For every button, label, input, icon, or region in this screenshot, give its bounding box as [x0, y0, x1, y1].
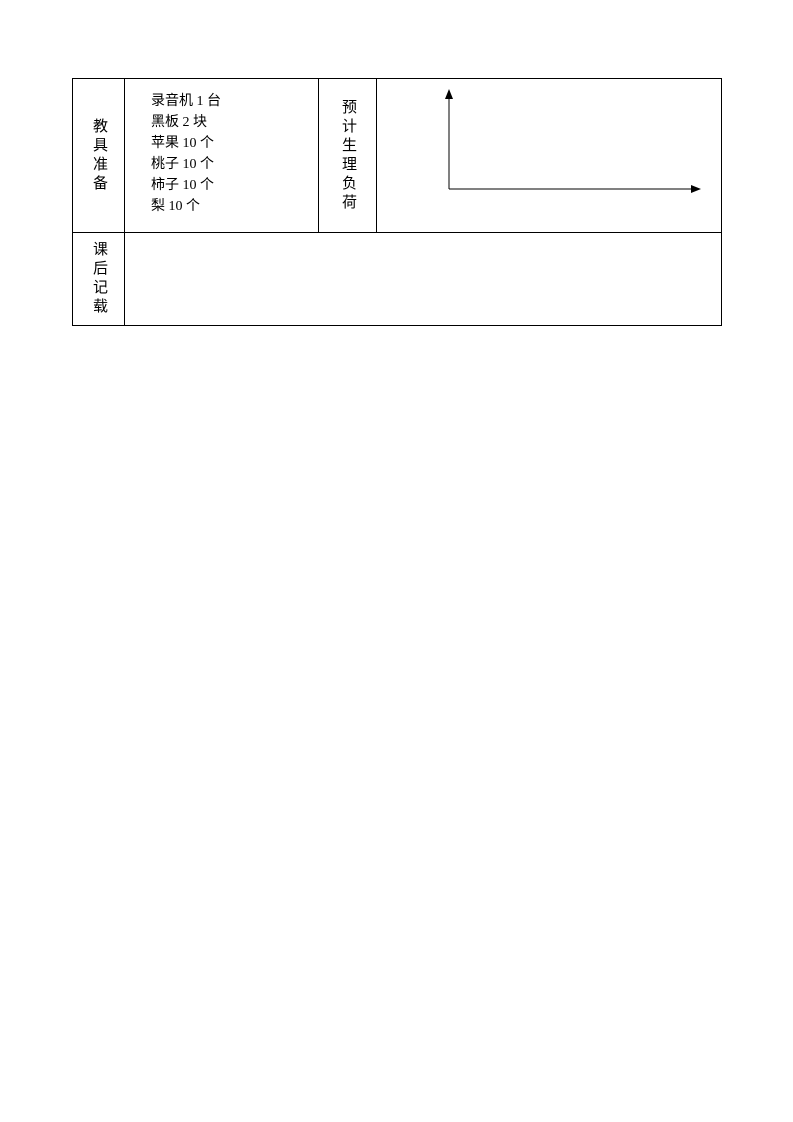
cell-chart [377, 79, 721, 232]
cell-post-class-content [125, 233, 721, 325]
material-item: 黑板 2 块 [151, 112, 318, 133]
material-item: 柿子 10 个 [151, 175, 318, 196]
material-item: 录音机 1 台 [151, 91, 318, 112]
material-item: 桃子 10 个 [151, 154, 318, 175]
y-axis-arrow-icon [445, 89, 453, 99]
lesson-plan-table: 教具准备 录音机 1 台 黑板 2 块 苹果 10 个 桃子 10 个 柿子 1… [72, 78, 722, 326]
cell-equipment-label: 教具准备 [73, 79, 125, 232]
material-item: 梨 10 个 [151, 196, 318, 217]
post-class-notes-label: 课后记载 [91, 241, 106, 317]
cell-post-class-label: 课后记载 [73, 233, 125, 325]
cell-materials-list: 录音机 1 台 黑板 2 块 苹果 10 个 桃子 10 个 柿子 10 个 梨… [125, 79, 319, 232]
axis-chart [439, 89, 709, 199]
row-equipment-load: 教具准备 录音机 1 台 黑板 2 块 苹果 10 个 桃子 10 个 柿子 1… [73, 79, 721, 233]
physiological-load-label: 预计生理负荷 [340, 99, 355, 213]
x-axis-arrow-icon [691, 185, 701, 193]
row-post-class: 课后记载 [73, 233, 721, 325]
cell-load-label: 预计生理负荷 [319, 79, 377, 232]
materials-list: 录音机 1 台 黑板 2 块 苹果 10 个 桃子 10 个 柿子 10 个 梨… [151, 91, 318, 217]
equipment-prep-label: 教具准备 [91, 118, 106, 194]
material-item: 苹果 10 个 [151, 133, 318, 154]
